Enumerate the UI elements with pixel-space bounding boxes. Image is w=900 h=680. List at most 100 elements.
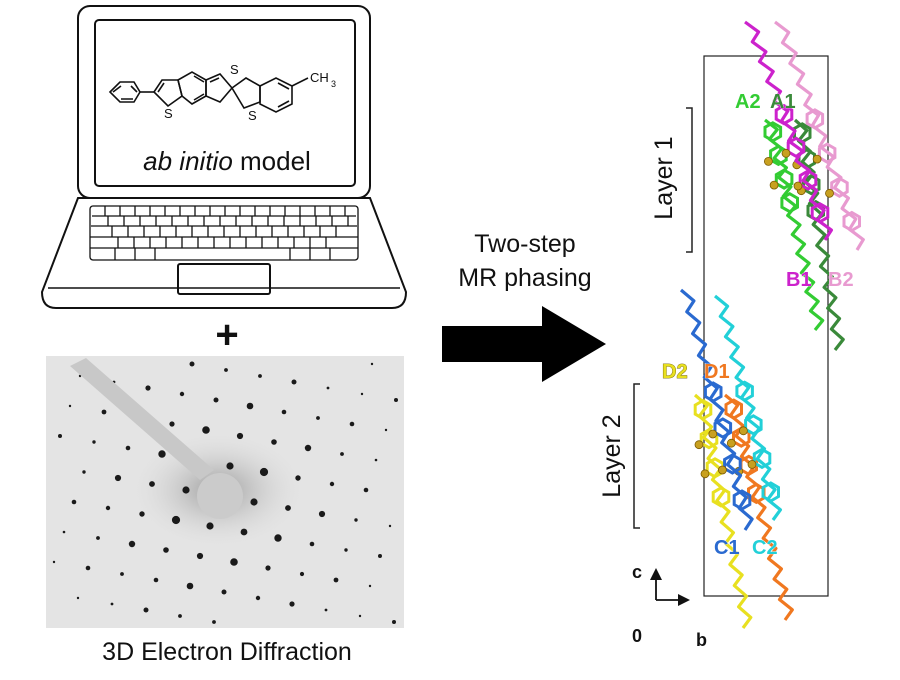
- axis-b-label: b: [696, 630, 707, 650]
- diffraction-spot: [125, 445, 131, 451]
- diffraction-spot: [163, 547, 169, 553]
- diffraction-spot: [196, 552, 204, 560]
- sulfur-atom: [726, 438, 736, 448]
- diffraction-spots: [52, 361, 398, 624]
- label-D1: D1: [704, 361, 730, 383]
- sulfur-atom: [781, 148, 791, 158]
- keyboard: [89, 205, 359, 261]
- diffraction-spot: [255, 595, 261, 601]
- diffraction-spot: [213, 397, 219, 403]
- diffraction-spot: [71, 499, 77, 505]
- diffraction-spot: [316, 416, 320, 420]
- arrow-label-line2: MR phasing: [458, 264, 591, 292]
- diffraction-spot: [289, 601, 295, 607]
- label-B1: B1: [786, 269, 812, 291]
- diffraction-spot: [145, 385, 151, 391]
- b-axis-arrowhead: [678, 594, 690, 606]
- label-C2: C2: [752, 537, 778, 559]
- molecule-chain-B1: [744, 20, 834, 241]
- sulfur-atom: [764, 156, 773, 166]
- beam-stop-arm: [70, 358, 214, 480]
- diffraction-spot: [392, 620, 396, 624]
- diffraction-spot: [378, 554, 382, 558]
- diffraction-spot: [363, 487, 369, 493]
- laptop-illustration: [40, 5, 408, 309]
- diffraction-spot: [158, 450, 166, 458]
- laptop-base: [40, 197, 408, 309]
- label-C1: C1: [714, 537, 740, 559]
- diffraction-spot: [374, 458, 378, 462]
- diffraction-spot: [329, 481, 335, 487]
- molecule-structure: [108, 71, 309, 113]
- diffraction-spot: [101, 409, 107, 415]
- diffraction-spot: [250, 498, 258, 506]
- plus-sign: +: [215, 313, 238, 357]
- unit-cell-box: [703, 55, 829, 597]
- diffraction-spot: [206, 522, 214, 530]
- molecule-atom-labels: S S S CH 3: [164, 62, 336, 123]
- diffraction-spot: [304, 444, 312, 452]
- sulfur-atom: [769, 180, 779, 190]
- diffraction-spot: [221, 589, 227, 595]
- diffraction-spot: [76, 596, 80, 600]
- diffraction-spot: [139, 511, 145, 517]
- layer1-label: Layer 1: [650, 136, 678, 219]
- c-axis-arrowhead: [650, 568, 662, 580]
- crystal-structure: Layer 1 Layer 2 A2 A1 B1 B2 D2 D1 C1 C2 …: [598, 20, 865, 650]
- diffraction-spot: [299, 571, 305, 577]
- diffraction-spot: [143, 607, 149, 613]
- diffraction-spot: [349, 421, 355, 427]
- beam-stop: [197, 473, 243, 519]
- sulfur-label-2: S: [230, 62, 239, 77]
- diffraction-spot: [52, 560, 56, 564]
- label-A2: A2: [735, 91, 761, 113]
- label-B2: B2: [828, 269, 854, 291]
- diffraction-spot: [96, 536, 100, 540]
- diffraction-spot: [230, 558, 238, 566]
- diffraction-spot: [179, 391, 185, 397]
- diffraction-spot: [271, 439, 277, 445]
- axis-origin-label: 0: [632, 626, 642, 646]
- process-arrow: [442, 306, 606, 382]
- diffraction-spot: [324, 608, 328, 612]
- diffraction-spot: [274, 534, 282, 542]
- diffraction-spot: [226, 462, 234, 470]
- diffraction-spot: [212, 620, 216, 624]
- diffraction-spot: [153, 577, 159, 583]
- diffraction-spot: [265, 565, 271, 571]
- axis-indicator: [650, 568, 690, 606]
- diffraction-spot: [68, 404, 72, 408]
- diffraction-spot: [309, 541, 315, 547]
- sulfur-atom: [747, 459, 757, 469]
- diffraction-spot: [326, 386, 330, 390]
- sulfur-atom: [739, 426, 748, 436]
- diffraction-spot: [224, 368, 228, 372]
- diffraction-caption: 3D Electron Diffraction: [102, 638, 352, 666]
- diffraction-spot: [189, 361, 195, 367]
- sulfur-label-3: S: [248, 108, 257, 123]
- diffraction-spot: [360, 392, 364, 396]
- diffraction-spot: [281, 409, 287, 415]
- molecule-chains: [679, 20, 865, 629]
- diffraction-spot: [384, 428, 388, 432]
- caption-italic: ab initio: [143, 146, 233, 176]
- molecule-chain-B2: [774, 20, 865, 251]
- diffraction-spot: [318, 510, 326, 518]
- diffraction-spot: [105, 505, 111, 511]
- diffraction-spot: [258, 374, 262, 378]
- layer1-bracket: [686, 107, 693, 253]
- arrow-label-line1: Two-step: [474, 230, 575, 258]
- sulfur-atom: [812, 154, 822, 164]
- diffraction-spot: [370, 362, 374, 366]
- diffraction-spot: [394, 398, 398, 402]
- diffraction-spot: [128, 540, 136, 548]
- diffraction-spot: [58, 434, 62, 438]
- layer2-label: Layer 2: [598, 414, 626, 497]
- sulfur-atom: [825, 188, 834, 198]
- diffraction-spot: [178, 614, 182, 618]
- sulfur-atom: [793, 181, 803, 191]
- methyl-subscript: 3: [331, 79, 336, 89]
- diffraction-spot: [202, 426, 210, 434]
- diffraction-spot: [169, 421, 175, 427]
